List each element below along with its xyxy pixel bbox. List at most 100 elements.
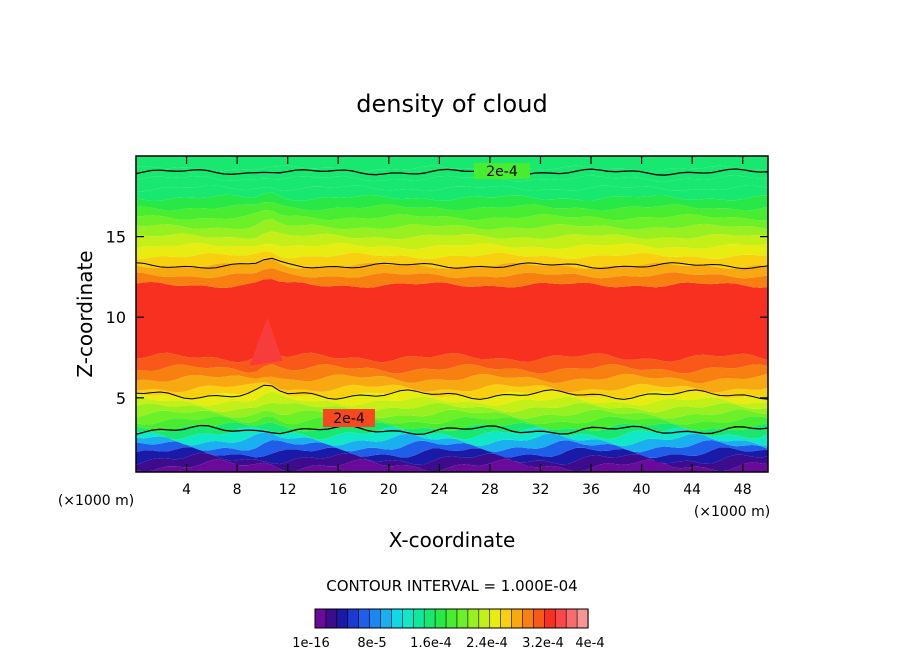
contour-label-bg-lower bbox=[323, 409, 375, 427]
contour-band bbox=[136, 373, 768, 393]
contour-band bbox=[136, 385, 768, 406]
contour-band bbox=[136, 351, 768, 374]
colorbar-tick-label: 1.6e-4 bbox=[410, 636, 452, 651]
colorbar-swatch bbox=[347, 608, 360, 629]
contour-band bbox=[136, 175, 768, 192]
contour-band bbox=[136, 219, 768, 240]
colorbar-swatch bbox=[391, 608, 403, 629]
contour-band bbox=[136, 416, 768, 432]
contour-band bbox=[136, 268, 768, 288]
contour-line bbox=[136, 424, 768, 436]
plot-frame bbox=[135, 155, 769, 473]
contour-band bbox=[136, 156, 768, 173]
contour-band bbox=[136, 459, 768, 472]
contour-band bbox=[136, 452, 768, 472]
colorbar-swatch bbox=[576, 608, 589, 629]
contour-band bbox=[136, 382, 768, 400]
contour-line bbox=[136, 384, 768, 400]
x-axis: 4 8 12 16 20 24 28 32 36 40 44 48 bbox=[182, 156, 752, 498]
contour-band bbox=[136, 447, 768, 465]
contour-band bbox=[136, 243, 768, 259]
colorbar-swatch bbox=[565, 608, 578, 629]
x-unit-left: (×1000 m) bbox=[58, 493, 134, 509]
contour-line bbox=[136, 168, 768, 176]
contour-band bbox=[136, 440, 768, 458]
colorbar-swatch bbox=[456, 608, 469, 629]
colorbar-frame bbox=[314, 608, 589, 629]
colorbar-tick-label: 2.4e-4 bbox=[466, 636, 508, 651]
contour-band bbox=[136, 258, 768, 279]
colorbar-swatch bbox=[434, 608, 447, 629]
contour-band bbox=[136, 165, 768, 182]
contour-band bbox=[136, 426, 768, 447]
x-axis-label: X-coordinate bbox=[389, 528, 516, 552]
colorbar-swatch bbox=[522, 608, 534, 629]
contour-lines bbox=[136, 168, 768, 436]
colorbar-swatch bbox=[412, 608, 425, 629]
colorbar bbox=[314, 608, 589, 629]
contour-band bbox=[136, 185, 768, 201]
contour-band bbox=[136, 402, 768, 419]
x-tick-label: 4 bbox=[182, 482, 191, 498]
contour-line bbox=[136, 257, 768, 270]
colorbar-swatch bbox=[511, 608, 524, 629]
x-tick-label: 44 bbox=[683, 482, 701, 498]
contour-band bbox=[136, 409, 768, 425]
colorbar-swatch bbox=[325, 608, 338, 629]
x-tick-label: 8 bbox=[233, 482, 242, 498]
colorbar-swatch bbox=[500, 608, 513, 629]
colorbar-swatch bbox=[467, 608, 480, 629]
colorbar-swatch bbox=[358, 608, 371, 629]
x-tick-label: 12 bbox=[279, 482, 297, 498]
contour-band bbox=[136, 279, 768, 363]
x-tick-label: 48 bbox=[734, 482, 752, 498]
colorbar-tick-label: 1e-16 bbox=[292, 636, 330, 651]
colorbar-swatch bbox=[445, 608, 458, 629]
contour-band bbox=[136, 192, 768, 211]
x-tick-label: 40 bbox=[633, 482, 651, 498]
colorbar-swatch bbox=[380, 608, 393, 629]
contour-band bbox=[136, 391, 768, 413]
contour-fill bbox=[136, 156, 768, 472]
contour-band bbox=[136, 251, 768, 269]
x-tick-label: 32 bbox=[532, 482, 550, 498]
x-unit-right: (×1000 m) bbox=[694, 504, 770, 520]
contour-core bbox=[249, 317, 283, 366]
colorbar-swatch bbox=[533, 608, 545, 629]
colorbar-swatch bbox=[554, 608, 567, 629]
colorbar-swatch bbox=[544, 608, 556, 629]
colorbar-swatch bbox=[314, 608, 327, 629]
x-tick-label: 24 bbox=[430, 482, 448, 498]
y-tick-label: 10 bbox=[106, 308, 126, 327]
y-tick-label: 5 bbox=[116, 389, 126, 408]
colorbar-tick-label: 8e-5 bbox=[357, 636, 386, 651]
colorbar-swatch bbox=[336, 608, 349, 629]
contour-band bbox=[136, 422, 768, 440]
contour-band bbox=[136, 364, 768, 384]
colorbar-swatch bbox=[489, 608, 502, 629]
colorbar-labels: 1e-16 8e-5 1.6e-4 2.4e-4 3.2e-4 4e-4 bbox=[292, 636, 604, 651]
y-tick-label: 15 bbox=[106, 228, 126, 247]
x-tick-label: 36 bbox=[582, 482, 600, 498]
x-tick-label: 20 bbox=[380, 482, 398, 498]
contour-label-lower: 2e-4 bbox=[333, 411, 365, 427]
contour-band bbox=[136, 202, 768, 221]
contour-band bbox=[136, 231, 768, 250]
contour-band bbox=[136, 432, 768, 453]
colorbar-tick-label: 4e-4 bbox=[575, 636, 604, 651]
colorbar-swatch bbox=[402, 608, 414, 629]
y-axis: 5 10 15 bbox=[106, 228, 768, 408]
contour-band bbox=[136, 210, 768, 230]
colorbar-swatch bbox=[369, 608, 382, 629]
x-tick-label: 28 bbox=[481, 482, 499, 498]
colorbar-tick-label: 3.2e-4 bbox=[522, 636, 564, 651]
chart-title: density of cloud bbox=[356, 90, 547, 118]
colorbar-swatch bbox=[423, 608, 436, 629]
y-axis-label: Z-coordinate bbox=[73, 250, 97, 377]
contour-label-bg-upper bbox=[474, 163, 530, 179]
contour-interval: CONTOUR INTERVAL = 1.000E-04 bbox=[326, 577, 577, 595]
x-tick-label: 16 bbox=[329, 482, 347, 498]
colorbar-swatch bbox=[478, 608, 491, 629]
contour-label-upper: 2e-4 bbox=[486, 164, 518, 180]
